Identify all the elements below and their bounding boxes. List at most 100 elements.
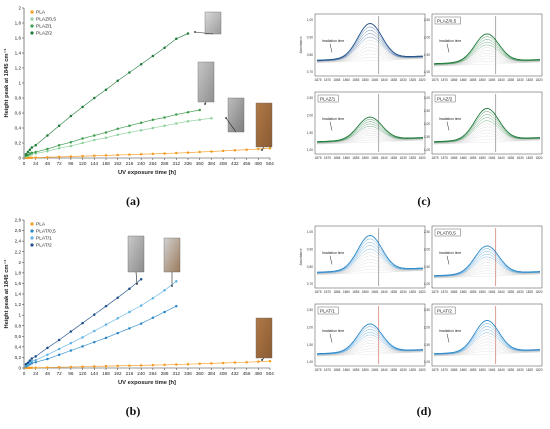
spectrum-y-tick: 0,80 [307,265,313,269]
series-line-PLAZ/2 [25,33,189,155]
spectrum-curve [317,255,423,274]
data-point-PLAT/1 [175,280,178,283]
data-point-PLAZ/2 [81,105,84,109]
data-point-PLAT/1 [151,296,155,300]
x-tick-label: 0 [23,161,26,166]
spectrum-y-tick: 1,00 [307,18,313,22]
spectrum-frame [314,225,426,289]
data-point-PLA [34,156,37,159]
spectrum-x-tick: 1840 [381,368,388,372]
spectrum-x-tick: 1830 [400,290,407,294]
data-point-PLAT/0,5 [30,361,34,365]
data-point-PLA [233,361,237,364]
x-tick-label: 216 [126,161,134,166]
data-point-PLAZ/1 [30,151,34,154]
data-point-PLAZ/0,5 [116,133,119,136]
data-point-PLA [163,152,166,155]
spectrum-x-tick: 1860 [460,368,467,372]
x-tick-label: 432 [231,161,239,166]
spectrum-x-tick: 1820 [535,78,542,82]
spectrum-x-tick: 1870 [441,156,448,160]
y-tick-label: 2,8 [15,218,22,223]
data-point-PLAT/0,5 [57,353,61,357]
spectrum-y-tick: 2,00 [424,248,430,252]
x-tick-label: 408 [219,371,227,376]
spectrum-x-tick: 1865 [333,290,340,294]
y-tick-label: 0,4 [15,344,22,349]
data-point-PLAT/2 [24,363,28,366]
spectrum-title: PLAT/1 [320,308,335,313]
spectrum-curve [316,337,424,356]
data-point-PLAZ/1 [34,150,37,154]
y-tick-label: 2 [18,6,21,11]
data-point-PLAT/1 [163,289,166,292]
sample-photo-pla-b [255,317,273,359]
data-point-PLAT/2 [34,355,37,358]
data-point-PLAZ/2 [28,148,32,151]
spectrum-y-tick: 1,00 [424,70,430,74]
x-axis-title: UV exposure time [h] [118,380,176,386]
x-tick-label: 480 [254,371,262,376]
x-tick-label: 48 [45,161,51,166]
data-point-PLAZ/0,5 [93,138,96,142]
panel-label-d: (d) [417,404,432,418]
spectrum-curve [316,241,424,273]
spectrum-x-tick: 1830 [400,156,407,160]
data-point-PLAZ/1 [46,147,49,151]
data-point-PLAZ/2 [26,150,30,154]
x-tick-label: 336 [184,161,192,166]
data-point-PLAZ/0,5 [128,131,131,134]
legend-marker-PLA [30,10,34,14]
y-tick-label: 1,6 [15,281,22,286]
data-point-PLAZ/2 [24,153,28,156]
data-point-PLAT/2 [30,357,34,360]
data-point-PLAT/2 [28,359,32,362]
data-point-PLAT/1 [28,361,32,364]
x-tick-label: 48 [45,371,51,376]
spectrum-x-tick: 1855 [469,78,476,82]
spectrum-curve [433,55,541,66]
data-point-PLAZ/0,5 [57,147,61,150]
spectrum-frame [431,91,543,155]
y-tick-label: 2 [18,260,21,265]
y-tick-label: 0 [18,156,21,161]
data-point-PLA [81,154,84,158]
data-point-PLAT/1 [34,358,37,362]
y-tick-label: 1,2 [15,66,22,71]
spectrum-curve [433,245,541,277]
x-tick-label: 360 [196,161,204,166]
spectrum-x-tick: 1860 [343,368,350,372]
data-point-PLA [221,361,225,365]
spectrum-x-tick: 1850 [479,290,486,294]
data-point-PLA [221,149,225,153]
legend-marker-PLAZ/1 [30,24,34,28]
photo-arrow-head [261,359,263,361]
sample-photo-plaz1 [197,61,215,103]
sample-photo-plaz2 [204,11,222,35]
spectrum-y-tick: 1,50 [424,343,430,347]
spectrum-x-tick: 1845 [371,368,378,372]
x-tick-label: 192 [114,161,122,166]
data-point-PLAZ/1 [69,141,73,144]
spectrum-x-tick: 1875 [431,368,438,372]
data-point-PLA [210,150,213,153]
x-tick-label: 288 [161,161,169,166]
spectrum-x-tick: 1865 [333,368,340,372]
spectrum-y-tick: 2,50 [307,96,313,100]
data-point-PLA [26,156,30,160]
data-point-PLA [233,149,237,152]
spectrum-x-tick: 1865 [333,156,340,160]
annotation-arrow [329,43,333,53]
data-point-PLA [245,148,248,151]
spectrum-curve [434,350,541,357]
data-point-PLAZ/2 [46,134,49,137]
spectrum-curve [433,273,541,279]
spectrum-x-tick: 1835 [390,368,397,372]
spectrum-panel-c-3: 1,00 1,50 2,00 2,50 1875 1870 1865 1860 1855 1850… [307,91,426,160]
data-point-PLA [26,366,30,370]
spectrum-curve [433,338,541,356]
spectrum-y-tick: 2,00 [307,326,313,330]
spectrum-y-tick: 2,50 [424,308,430,312]
series-line-PLAZ/1 [25,109,200,157]
panel-label-a: (a) [126,194,140,208]
